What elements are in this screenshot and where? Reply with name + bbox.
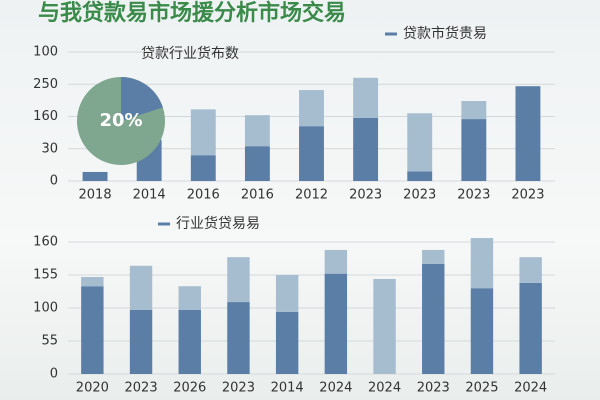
pie-value-label: 20% [99, 110, 142, 131]
bar-segment [515, 86, 541, 181]
bar-segment [353, 77, 379, 118]
y-tick-label: 100 [33, 301, 58, 316]
bar-segment [82, 171, 108, 181]
x-tick-label: 2024 [514, 381, 547, 396]
pie-title: 贷款行业货布数 [141, 45, 239, 62]
bar-segment [190, 155, 216, 181]
x-tick-label: 2023 [417, 381, 450, 396]
bar-segment [178, 286, 201, 310]
bar-segment [275, 275, 299, 312]
y-tick-label: 160 [33, 109, 58, 124]
x-tick-label: 2014 [271, 381, 304, 396]
x-tick-label: 2026 [173, 381, 206, 396]
y-tick-label: 30 [41, 141, 58, 156]
bar-segment [324, 273, 348, 374]
bar-segment [407, 171, 433, 181]
y-tick-label: 0 [50, 174, 58, 189]
bar-segment [373, 278, 396, 374]
y-tick-label: 100 [33, 45, 58, 60]
y-tick-label: 250 [33, 77, 58, 92]
bar-segment [470, 238, 494, 289]
x-tick-label: 2014 [133, 188, 166, 203]
x-tick-label: 2012 [295, 188, 328, 203]
bar-segment [299, 126, 324, 181]
bar-segment [190, 109, 216, 156]
x-tick-label: 2024 [368, 381, 401, 396]
x-tick-label: 2023 [222, 381, 255, 396]
y-tick-label: 0 [50, 367, 58, 382]
bar-segment [81, 286, 104, 374]
bar-segment [227, 257, 250, 303]
bar-segment [470, 288, 494, 374]
bar-segment [178, 309, 201, 374]
bar-segment [519, 257, 542, 283]
x-tick-label: 2023 [457, 188, 490, 203]
x-tick-label: 2025 [465, 381, 498, 396]
y-tick-label: 55 [41, 334, 58, 349]
x-tick-label: 2016 [187, 188, 220, 203]
bar-segment [244, 146, 270, 181]
pie-slice [121, 77, 163, 121]
bar-segment [81, 276, 104, 287]
x-tick-label: 2016 [241, 188, 274, 203]
bar-segment [422, 263, 445, 374]
legend-label: 行业货贷易易 [176, 215, 260, 232]
y-tick-label: 160 [33, 235, 58, 250]
y-tick-label: 155 [33, 268, 58, 283]
bar-segment [129, 265, 153, 310]
bar-segment [422, 249, 445, 264]
x-tick-label: 2023 [511, 188, 544, 203]
x-tick-label: 2023 [125, 381, 158, 396]
bar-segment [244, 115, 270, 147]
x-tick-label: 2020 [76, 381, 109, 396]
bar-segment [324, 249, 348, 274]
legend-label: 贷款市货贵易 [403, 25, 487, 42]
x-tick-label: 2018 [79, 188, 112, 203]
bar-segment [519, 282, 542, 374]
bar-segment [461, 101, 487, 120]
bar-segment [353, 117, 379, 181]
bar-segment [275, 311, 299, 374]
x-tick-label: 2023 [349, 188, 382, 203]
bar-segment [461, 119, 487, 181]
x-tick-label: 2024 [319, 381, 352, 396]
bar-segment [227, 302, 250, 374]
bar-segment [299, 90, 324, 127]
bar-segment [129, 309, 153, 374]
page-title: 与我贷款易市场援分析市场交易 [38, 0, 346, 26]
x-tick-label: 2023 [403, 188, 436, 203]
bar-segment [407, 113, 433, 172]
